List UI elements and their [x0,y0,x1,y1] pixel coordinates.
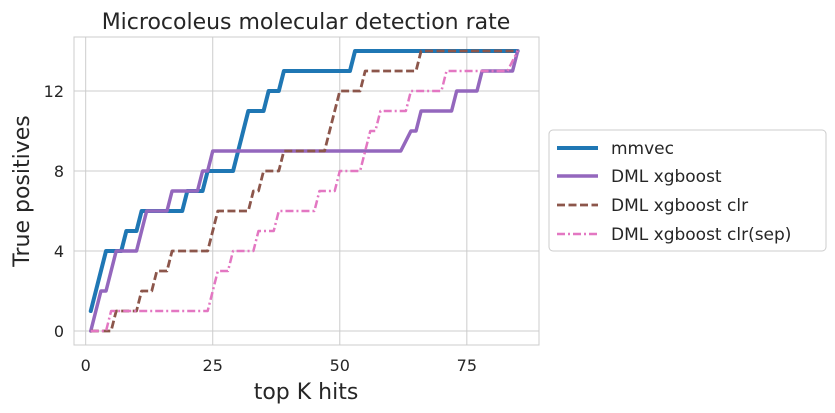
x-tick-label: 0 [81,356,91,375]
legend-label: DML xgboost clr [611,196,748,216]
series-line [90,50,519,333]
y-tick-label: 0 [54,322,64,341]
plot-frame [73,36,540,346]
x-tick-label: 75 [457,356,477,375]
y-tick-label: 8 [54,162,64,181]
x-axis-label: top K hits [254,380,359,405]
grid [74,37,539,345]
legend-frame [548,129,827,252]
legend: mmvec DML xgboost DML xgboost clr DML xgboo… [548,129,827,252]
chart-title: Microcoleus molecular detection rate [102,10,511,35]
legend-label: mmvec [611,139,674,159]
series-line [88,49,520,313]
series-line [89,49,520,333]
y-axis-label: True positives [10,115,35,267]
series-line [90,49,518,333]
series-group [88,49,520,333]
x-tick-label: 50 [330,356,350,375]
y-tick-label: 4 [54,242,64,261]
y-tick-label: 12 [44,82,64,101]
legend-label: DML xgboost clr(sep) [611,225,791,245]
legend-label: DML xgboost [611,167,722,187]
ticks: 0 25 50 75 0 4 8 12 [44,82,477,375]
x-tick-label: 25 [203,356,223,375]
